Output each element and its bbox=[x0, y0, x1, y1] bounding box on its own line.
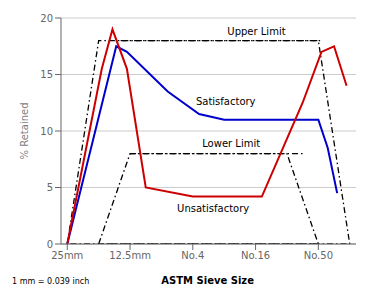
svg-text:Satisfactory: Satisfactory bbox=[196, 96, 256, 107]
svg-text:25mm: 25mm bbox=[51, 250, 83, 261]
svg-text:No.16: No.16 bbox=[241, 250, 270, 261]
svg-text:5: 5 bbox=[47, 182, 53, 193]
svg-text:Unsatisfactory: Unsatisfactory bbox=[177, 203, 249, 214]
svg-text:0: 0 bbox=[47, 239, 53, 250]
svg-text:No.50: No.50 bbox=[304, 250, 333, 261]
svg-text:Lower Limit: Lower Limit bbox=[202, 138, 260, 149]
svg-text:% Retained: % Retained bbox=[19, 103, 30, 160]
svg-text:Upper Limit: Upper Limit bbox=[227, 26, 285, 37]
html-text:1 mm = 0.039 inch: 1 mm = 0.039 inch bbox=[12, 277, 90, 286]
svg-text:15: 15 bbox=[40, 69, 53, 80]
html-text:ASTM Sieve Size: ASTM Sieve Size bbox=[161, 275, 254, 286]
svg-text:20: 20 bbox=[40, 13, 53, 24]
svg-text:No.4: No.4 bbox=[181, 250, 204, 261]
svg-text:10: 10 bbox=[40, 126, 53, 137]
svg-text:12.5mm: 12.5mm bbox=[109, 250, 151, 261]
